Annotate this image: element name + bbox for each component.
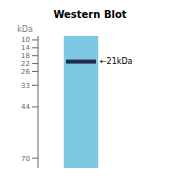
svg-text:10: 10	[21, 36, 30, 44]
svg-text:14: 14	[21, 44, 30, 52]
svg-text:22: 22	[21, 60, 30, 68]
svg-text:←21kDa: ←21kDa	[100, 57, 133, 66]
svg-text:33: 33	[21, 82, 30, 90]
svg-text:kDa: kDa	[17, 25, 33, 34]
svg-text:44: 44	[21, 103, 30, 111]
svg-text:18: 18	[21, 52, 30, 60]
svg-text:70: 70	[21, 155, 30, 163]
html-text:Western Blot: Western Blot	[53, 9, 127, 20]
svg-text:26: 26	[21, 68, 30, 76]
